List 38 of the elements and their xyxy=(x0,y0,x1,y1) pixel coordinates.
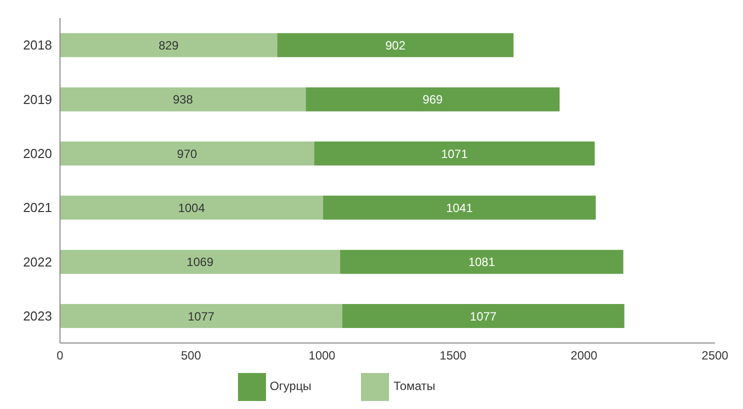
y-tick-label: 2021 xyxy=(23,200,52,216)
bar xyxy=(306,87,560,112)
x-tick-label: 2000 xyxy=(570,348,598,363)
legend-label: Томаты xyxy=(393,379,436,394)
data-label: 1069 xyxy=(186,255,214,270)
x-tick-label: 500 xyxy=(180,348,202,363)
y-tick-label: 2023 xyxy=(23,308,52,324)
data-label: 969 xyxy=(422,92,444,107)
y-tick-label: 2018 xyxy=(23,38,52,53)
data-label: 829 xyxy=(158,38,179,52)
bar xyxy=(342,304,624,328)
data-label: 938 xyxy=(172,92,194,107)
bar xyxy=(60,196,324,220)
x-tick-label: 2500 xyxy=(702,348,729,363)
data-label: 1041 xyxy=(446,200,474,215)
bar xyxy=(60,304,342,328)
y-tick-label: 2019 xyxy=(23,92,52,107)
y-tick-label: 2020 xyxy=(23,146,52,162)
bar xyxy=(60,33,278,58)
bar xyxy=(277,33,514,58)
bar xyxy=(60,87,306,112)
bar xyxy=(60,142,314,166)
bar xyxy=(323,196,596,220)
data-label: 1004 xyxy=(178,200,206,215)
bar xyxy=(340,250,624,274)
data-label: 1071 xyxy=(441,146,468,161)
data-label: 902 xyxy=(385,38,406,52)
data-label: 970 xyxy=(177,146,198,161)
x-tick-label: 1500 xyxy=(440,348,467,363)
bar xyxy=(60,250,340,274)
legend-label: Огурцы xyxy=(270,379,312,394)
bar xyxy=(314,142,595,166)
data-label: 1077 xyxy=(470,309,497,324)
x-tick-label: 1000 xyxy=(308,348,336,363)
data-label: 1077 xyxy=(188,309,215,324)
data-label: 1081 xyxy=(468,255,496,270)
y-tick-label: 2022 xyxy=(23,254,52,270)
x-tick-label: 0 xyxy=(56,348,64,363)
